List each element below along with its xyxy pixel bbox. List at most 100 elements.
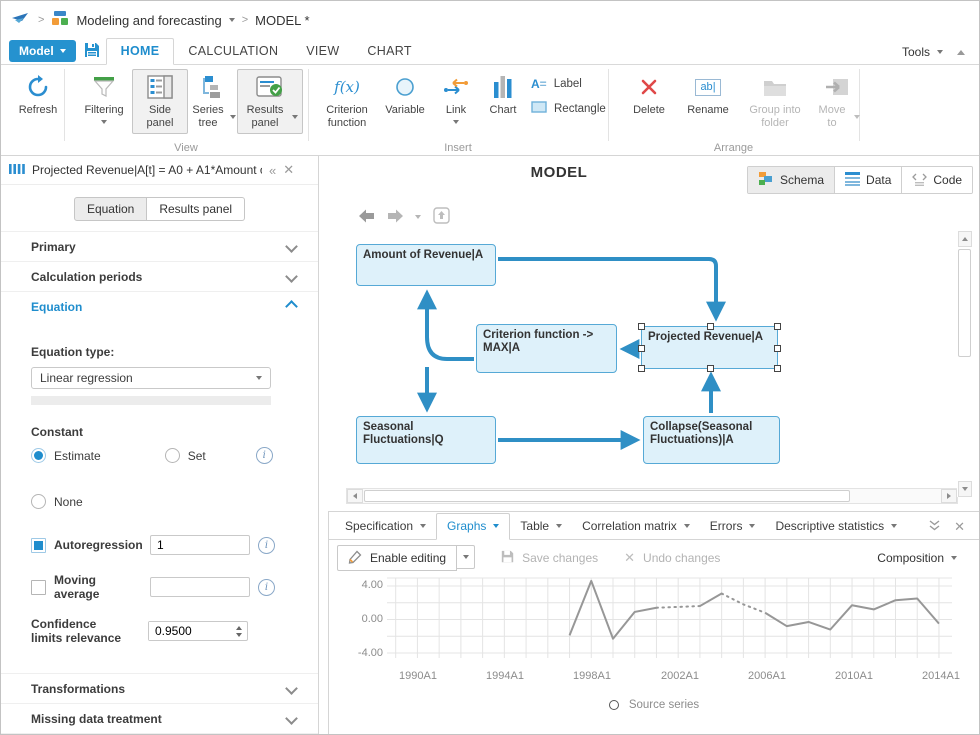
model-schema-canvas[interactable]: Amount of Revenue|A Criterion function -… (319, 191, 956, 487)
chart-legend[interactable]: Source series (329, 699, 979, 711)
tab-chart[interactable]: CHART (353, 39, 425, 64)
resize-handle[interactable] (774, 323, 781, 330)
node-label: Collapse(Seasonal Fluctuations)|A (650, 421, 753, 446)
delete-button[interactable]: Delete (621, 69, 677, 121)
equation-type-select[interactable]: Linear regression (31, 367, 271, 389)
breadcrumb-folder[interactable]: Modeling and forecasting (76, 12, 222, 28)
info-icon[interactable]: i (255, 447, 273, 464)
rename-button[interactable]: ab| Rename (677, 69, 739, 121)
filtering-button[interactable]: Filtering (73, 69, 135, 128)
insert-label-button[interactable]: A= Label (531, 77, 582, 91)
resize-handle[interactable] (707, 365, 714, 372)
toggle-equation[interactable]: Equation (73, 197, 148, 221)
rename-icon: ab| (695, 73, 721, 101)
save-icon[interactable] (84, 42, 100, 61)
insert-rectangle-button[interactable]: Rectangle (531, 101, 606, 116)
scrollbar-thumb[interactable] (958, 249, 971, 357)
autoregression-checkbox[interactable] (31, 537, 46, 553)
schema-view-button[interactable]: Schema (748, 167, 835, 193)
set-radio[interactable] (164, 448, 180, 463)
resize-handle[interactable] (707, 323, 714, 330)
scrollbar-thumb[interactable] (364, 490, 850, 502)
section-transformations[interactable]: Transformations (1, 673, 318, 703)
save-changes-button[interactable]: Save changes (501, 550, 598, 566)
link-criterion-to-amount[interactable] (417, 289, 474, 361)
forward-arrow-icon[interactable] (387, 209, 403, 226)
autoregression-input[interactable] (150, 535, 250, 555)
node-projected-revenue-selected[interactable]: Projected Revenue|A (638, 323, 781, 372)
tab-calculation[interactable]: CALCULATION (174, 39, 292, 64)
close-panel-icon[interactable]: ✕ (283, 162, 295, 177)
collapse-ribbon-icon[interactable] (957, 49, 965, 55)
results-panel-button[interactable]: Results panel (237, 69, 303, 134)
node-seasonal-fluctuations[interactable]: Seasonal Fluctuations|Q (356, 416, 496, 464)
group-into-folder-button[interactable]: Group into folder (739, 69, 811, 134)
info-icon[interactable]: i (258, 578, 275, 596)
horizontal-scrollbar[interactable] (346, 488, 958, 504)
link-amount-to-projected[interactable] (498, 257, 726, 322)
scroll-right-button[interactable] (941, 489, 957, 503)
toggle-results-panel[interactable]: Results panel (147, 197, 246, 221)
chart-button[interactable]: Chart (477, 69, 529, 121)
spin-down-icon[interactable] (236, 632, 242, 637)
section-equation[interactable]: Equation (1, 291, 318, 321)
ribbon-group-arrange: Arrange (713, 142, 754, 154)
history-caret-icon[interactable] (415, 215, 421, 219)
confidence-input[interactable] (149, 622, 233, 640)
data-view-button[interactable]: Data (834, 167, 902, 193)
node-criterion-function[interactable]: Criterion function -> MAX|A (476, 324, 617, 373)
scroll-up-button[interactable] (958, 231, 972, 247)
criterion-function-button[interactable]: f(x) Criterion function (315, 69, 379, 134)
code-view-button[interactable]: Code (901, 167, 973, 193)
moving-average-checkbox[interactable] (31, 579, 46, 595)
tab-specification[interactable]: Specification (335, 514, 436, 539)
resize-handle[interactable] (774, 365, 781, 372)
enable-editing-menu[interactable] (457, 545, 476, 569)
chevron-down-icon (937, 50, 943, 54)
series-tree-button[interactable]: Series tree (185, 69, 241, 134)
tab-home[interactable]: HOME (105, 38, 175, 65)
estimate-radio[interactable] (31, 448, 46, 463)
tab-view[interactable]: VIEW (292, 39, 353, 64)
resize-handle[interactable] (774, 345, 781, 352)
tools-menu[interactable]: Tools (902, 45, 943, 59)
tab-descriptive-statistics[interactable]: Descriptive statistics (765, 514, 907, 539)
breadcrumb-folder-caret-icon[interactable] (228, 18, 235, 22)
section-missing-data-treatment[interactable]: Missing data treatment (1, 703, 318, 733)
tab-correlation-matrix[interactable]: Correlation matrix (572, 514, 700, 539)
composition-menu[interactable]: Composition (877, 551, 979, 565)
tab-graphs[interactable]: Graphs (436, 513, 511, 540)
node-collapse-seasonal[interactable]: Collapse(Seasonal Fluctuations)|A (643, 416, 780, 464)
collapse-panel-icon[interactable]: « (269, 162, 277, 178)
up-level-icon[interactable] (433, 207, 450, 227)
moving-average-input[interactable] (150, 577, 250, 597)
scroll-left-button[interactable] (347, 489, 363, 503)
section-calculation-periods[interactable]: Calculation periods (1, 261, 318, 291)
app-logo-icon[interactable] (11, 12, 31, 29)
refresh-button[interactable]: Refresh (7, 69, 69, 121)
folder-blocks-icon[interactable] (51, 11, 69, 29)
side-panel-button[interactable]: Side panel (132, 69, 188, 134)
link-button[interactable]: Link (432, 69, 480, 128)
variable-button[interactable]: Variable (375, 69, 435, 121)
resize-handle[interactable] (638, 365, 645, 372)
vertical-scrollbar[interactable] (957, 231, 973, 497)
move-to-button[interactable]: Move to (809, 69, 865, 134)
enable-editing-button[interactable]: Enable editing (337, 545, 458, 571)
none-radio[interactable] (31, 494, 46, 509)
back-arrow-icon[interactable] (359, 209, 375, 226)
tab-table[interactable]: Table (510, 514, 572, 539)
collapse-panel-double-chevron-icon[interactable] (929, 520, 940, 534)
model-menu-button[interactable]: Model (9, 40, 76, 62)
resize-handle[interactable] (638, 345, 645, 352)
section-arma-parameters[interactable]: ARMA parameters (1, 733, 318, 734)
tab-errors[interactable]: Errors (700, 514, 766, 539)
section-primary[interactable]: Primary (1, 231, 318, 261)
resize-handle[interactable] (638, 323, 645, 330)
info-icon[interactable]: i (258, 536, 275, 554)
scroll-down-button[interactable] (958, 481, 972, 497)
node-amount-of-revenue[interactable]: Amount of Revenue|A (356, 244, 496, 286)
undo-changes-button[interactable]: ✕ Undo changes (624, 550, 720, 566)
spin-up-icon[interactable] (236, 625, 242, 630)
close-panel-icon[interactable]: ✕ (954, 519, 965, 534)
